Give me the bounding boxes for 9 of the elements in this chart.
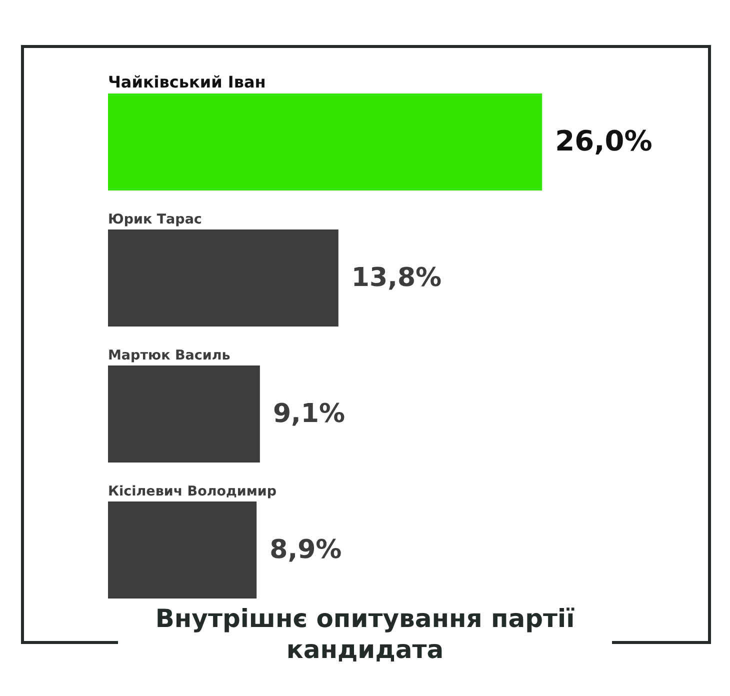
data-label: 8,9% xyxy=(270,534,342,565)
y-tick-label: Мартюк Василь xyxy=(108,348,230,364)
y-tick-label: Кісілевич Володимир xyxy=(108,484,277,500)
text: Внутрішнє опитування партії кандидата xyxy=(154,603,576,665)
y-tick-label: Юрик Тарас xyxy=(108,212,202,228)
data-label: 13,8% xyxy=(351,262,442,293)
data-label: 26,0% xyxy=(555,124,652,158)
y-tick-label: Чайківський Іван xyxy=(108,72,266,92)
data-label: 9,1% xyxy=(272,398,346,429)
